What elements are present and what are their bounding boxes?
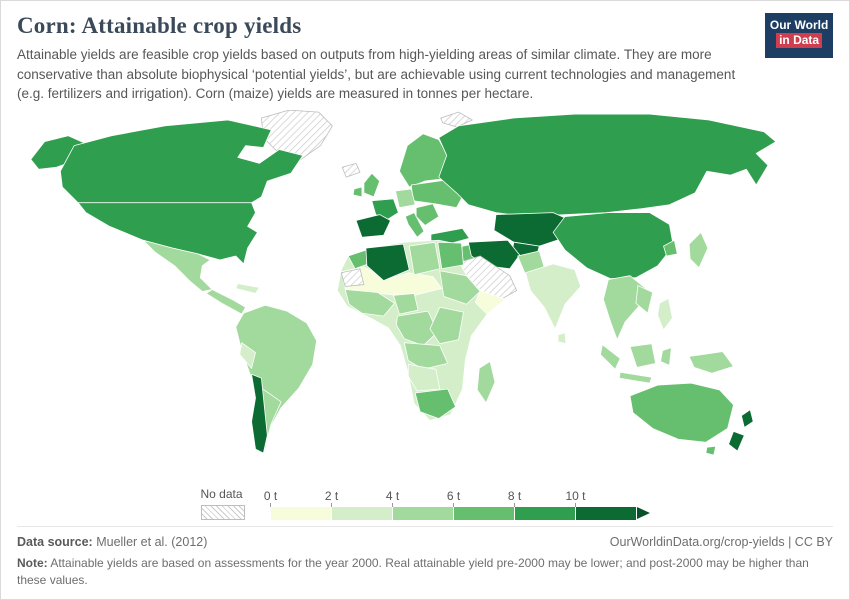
note-label: Note:: [17, 556, 48, 571]
region-balkans[interactable]: [415, 203, 440, 226]
region-namibia-botswana[interactable]: [407, 363, 441, 392]
region-west-africa[interactable]: [344, 288, 395, 317]
chart-note: Note: Attainable yields are based on ass…: [17, 555, 833, 589]
region-east-africa[interactable]: [429, 306, 464, 344]
legend-segment-8–10 t[interactable]: 8 t: [508, 489, 576, 520]
legend-arrow: [636, 507, 650, 520]
note-text: Attainable yields are based on assessmen…: [17, 556, 809, 588]
country-russia[interactable]: [438, 113, 777, 217]
country-chile[interactable]: [251, 373, 268, 454]
country-usa[interactable]: [77, 202, 258, 264]
country-japan[interactable]: [688, 231, 709, 268]
country-sri-lanka[interactable]: [557, 332, 567, 344]
region-angola-zambia[interactable]: [403, 341, 449, 370]
legend-bar: 0 t 2 t 4 t 6 t 8 t 10 t: [264, 489, 650, 520]
region-central-america[interactable]: [205, 288, 247, 315]
country-vietnam[interactable]: [635, 284, 654, 314]
country-india[interactable]: [525, 263, 582, 329]
legend-tick-label: 10 t: [565, 488, 586, 503]
country-cuba[interactable]: [235, 282, 260, 294]
island-sulawesi[interactable]: [660, 346, 672, 366]
country-egypt[interactable]: [437, 241, 464, 269]
country-china[interactable]: [552, 211, 674, 279]
world-map-svg: [30, 109, 777, 456]
data-source: Data source: Mueller et al. (2012): [17, 535, 207, 549]
data-source-label: Data source:: [17, 535, 93, 550]
country-madagascar[interactable]: [476, 360, 496, 403]
island-tasmania[interactable]: [705, 445, 717, 456]
country-philippines[interactable]: [657, 297, 673, 330]
legend-tick-label: 6 t: [446, 488, 461, 503]
country-kazakhstan[interactable]: [493, 211, 572, 247]
legend-tick-label: 4 t: [385, 488, 400, 503]
legend-segment-10+ t[interactable]: 10 t: [565, 489, 637, 520]
owid-logo-line2: in Data: [776, 33, 823, 48]
country-somalia[interactable]: [474, 289, 506, 315]
region-sudan-ethiopia[interactable]: [439, 270, 481, 305]
title-block: Corn: Attainable crop yields Attainable …: [17, 13, 765, 104]
region-southeast-asia[interactable]: [603, 274, 647, 340]
no-data-swatch: [200, 504, 245, 520]
legend-tick-label: 0 t: [263, 488, 278, 503]
country-nigeria[interactable]: [393, 292, 419, 315]
country-korea[interactable]: [663, 239, 678, 257]
country-libya[interactable]: [408, 241, 441, 275]
country-algeria[interactable]: [365, 243, 410, 281]
country-new-zealand-north[interactable]: [740, 409, 754, 428]
chart-subtitle: Attainable yields are feasible crop yiel…: [17, 47, 736, 102]
country-ireland[interactable]: [352, 186, 363, 197]
island-borneo[interactable]: [629, 342, 657, 368]
country-new-zealand-south[interactable]: [728, 430, 745, 452]
country-italy[interactable]: [404, 211, 425, 238]
legend-no-data[interactable]: No data: [200, 486, 245, 520]
region-central-europe[interactable]: [395, 188, 416, 208]
region-south-america[interactable]: [235, 304, 317, 450]
country-peru[interactable]: [239, 341, 256, 369]
owid-logo[interactable]: Our World in Data: [765, 13, 833, 58]
country-uk[interactable]: [363, 172, 381, 197]
country-france[interactable]: [371, 198, 399, 220]
data-source-value: Mueller et al. (2012): [96, 535, 208, 550]
country-australia[interactable]: [629, 382, 734, 443]
legend-segment-6–8 t[interactable]: 6 t: [447, 489, 515, 520]
country-south-africa[interactable]: [414, 388, 456, 419]
no-data-label: No data: [200, 486, 243, 501]
island-java[interactable]: [618, 371, 653, 384]
island-new-guinea[interactable]: [688, 350, 734, 374]
legend-segment-2–4 t[interactable]: 2 t: [325, 489, 393, 520]
legend-tick-label: 2 t: [324, 488, 339, 503]
owid-logo-line1: Our World: [769, 18, 829, 32]
country-iceland[interactable]: [341, 162, 361, 178]
map-legend: No data 0 t 2 t 4 t 6 t 8 t 10 t: [17, 469, 833, 520]
legend-tick-label: 8 t: [507, 488, 522, 503]
world-map: [17, 109, 833, 467]
country-mauritania[interactable]: [340, 268, 365, 287]
chart-header: Corn: Attainable crop yields Attainable …: [17, 13, 833, 104]
country-svalbard[interactable]: [440, 111, 473, 127]
country-greenland[interactable]: [261, 109, 333, 160]
legend-segment-4–6 t[interactable]: 4 t: [386, 489, 454, 520]
country-canada[interactable]: [59, 119, 304, 203]
region-iberia[interactable]: [355, 213, 391, 238]
owid-link[interactable]: OurWorldinData.org/crop-yields | CC BY: [609, 535, 833, 550]
island-sumatra[interactable]: [600, 343, 621, 370]
page-title: Corn: Attainable crop yields: [17, 13, 302, 38]
country-mexico[interactable]: [142, 239, 213, 292]
legend-segment-0–2 t[interactable]: 0 t: [264, 489, 332, 520]
chart-footer: Data source: Mueller et al. (2012) OurWo…: [17, 526, 833, 589]
